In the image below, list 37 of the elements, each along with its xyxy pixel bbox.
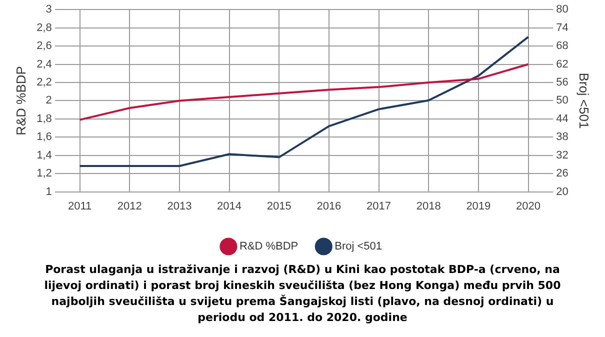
y2-tick-label: 38 [556,131,568,144]
y-tick-label: 2,6 [36,40,52,52]
x-tick-label: 2018 [416,200,441,212]
y2-tick-label: 50 [556,94,568,107]
y-tick-label: 1,8 [36,112,52,125]
y-tick-label: 1,2 [36,168,52,180]
y2-tick-label: 80 [556,4,568,16]
legend-label: Broj <501 [334,240,382,253]
y-tick-label: 2 [46,94,52,107]
y-tick-label: 1,4 [36,149,52,162]
y2-tick-label: 62 [556,58,568,70]
x-tick-label: 2017 [366,200,392,212]
text: Porast ulaganja u istraživanje i razvoj (R&D) u Kini kao postotak BDP-a (crveno, na lijevoj ordinati) i porast broj kineskih sveučilišta (bez Hong Konga) među prvih 500 najboljih sveučilišta u svijetu prema Šangajskoj listi (plavo, na desnoj ordinati) u periodu od 2011. do 2020. godine [43,262,562,326]
y-tick-label: 2,8 [36,22,52,34]
y2-tick-label: 26 [556,168,568,180]
y-tick-label: 1,6 [36,131,52,144]
y2-tick-label: 44 [556,112,568,125]
x-tick-label: 2020 [516,200,540,212]
x-tick-label: 2016 [316,200,342,212]
y2-tick-label: 68 [556,40,568,52]
x-tick-label: 2019 [466,200,491,212]
y-tick-label: 1 [46,186,52,198]
y-axis-title: R&D %BDP [13,66,28,136]
x-tick-label: 2011 [68,200,92,212]
y-tick-label: 3 [46,4,52,16]
y2-tick-label: 56 [556,76,568,89]
x-tick-label: 2013 [167,200,192,212]
y-tick-label: 2,2 [36,76,52,89]
y2-axis-title: Broj <501 [576,72,592,129]
legend-label: R&D %BDP [239,240,298,253]
x-tick-label: 2012 [117,200,142,212]
y-tick-label: 2,4 [36,58,52,70]
x-tick-label: 2015 [266,200,292,212]
y2-tick-label: 20 [556,186,568,198]
y2-tick-label: 32 [556,149,568,162]
y2-tick-label: 74 [556,22,568,34]
x-tick-label: 2014 [217,200,242,212]
